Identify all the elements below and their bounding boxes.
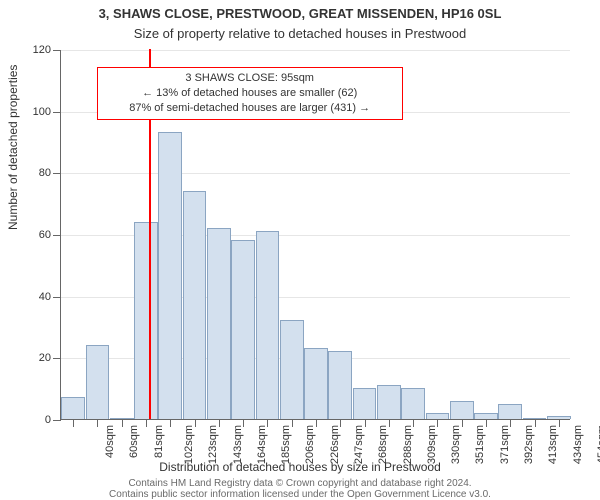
x-tick <box>535 419 536 427</box>
y-tick <box>53 358 61 359</box>
x-tick-label: 392sqm <box>523 425 535 464</box>
x-tick-label: 351sqm <box>475 425 487 464</box>
footer-line-1: Contains HM Land Registry data © Crown c… <box>0 478 600 489</box>
histogram-bar <box>86 345 110 419</box>
property-size-chart: 3, SHAWS CLOSE, PRESTWOOD, GREAT MISSEND… <box>0 0 600 500</box>
x-tick-label: 434sqm <box>572 425 584 464</box>
x-tick-label: 288sqm <box>402 425 414 464</box>
y-tick <box>53 235 61 236</box>
histogram-bar <box>158 132 182 419</box>
y-tick <box>53 112 61 113</box>
x-tick-label: 371sqm <box>499 425 511 464</box>
chart-title-sub: Size of property relative to detached ho… <box>0 26 600 41</box>
y-tick-label: 80 <box>21 167 51 179</box>
x-tick-label: 143sqm <box>232 425 244 464</box>
histogram-bar <box>353 388 377 419</box>
x-tick <box>219 419 220 427</box>
x-tick <box>97 419 98 427</box>
x-tick-label: 226sqm <box>329 425 341 464</box>
x-tick <box>316 419 317 427</box>
x-tick-label: 60sqm <box>128 425 140 458</box>
y-tick-label: 0 <box>21 414 51 426</box>
x-tick-label: 164sqm <box>256 425 268 464</box>
histogram-bar <box>61 397 85 419</box>
histogram-bar <box>328 351 352 419</box>
x-tick <box>195 419 196 427</box>
x-tick <box>170 419 171 427</box>
annotation-line-3: 87% of semi-detached houses are larger (… <box>106 101 394 116</box>
x-tick-label: 40sqm <box>104 425 116 458</box>
y-tick <box>53 297 61 298</box>
x-tick <box>559 419 560 427</box>
histogram-bar <box>377 385 401 419</box>
x-tick <box>510 419 511 427</box>
x-tick-label: 206sqm <box>305 425 317 464</box>
x-tick <box>437 419 438 427</box>
chart-footer: Contains HM Land Registry data © Crown c… <box>0 478 600 500</box>
annotation-box: 3 SHAWS CLOSE: 95sqm← 13% of detached ho… <box>97 67 403 120</box>
annotation-line-2: ← 13% of detached houses are smaller (62… <box>106 86 394 101</box>
x-tick <box>486 419 487 427</box>
x-tick <box>340 419 341 427</box>
footer-line-2: Contains public sector information licen… <box>0 489 600 500</box>
x-tick <box>413 419 414 427</box>
histogram-bar <box>183 191 207 419</box>
x-tick-label: 268sqm <box>377 425 389 464</box>
plot-area: 02040608010012040sqm60sqm81sqm102sqm123s… <box>60 50 570 420</box>
x-tick <box>389 419 390 427</box>
histogram-bar <box>304 348 328 419</box>
gridline <box>61 173 570 174</box>
y-axis-title: Number of detached properties <box>6 65 20 230</box>
histogram-bar <box>134 222 158 419</box>
histogram-bar <box>256 231 280 419</box>
x-tick-label: 247sqm <box>353 425 365 464</box>
x-tick-label: 454sqm <box>596 425 600 464</box>
y-tick <box>53 173 61 174</box>
x-tick-label: 123sqm <box>207 425 219 464</box>
x-tick-label: 309sqm <box>426 425 438 464</box>
histogram-bar <box>280 320 304 419</box>
gridline <box>61 50 570 51</box>
y-tick-label: 20 <box>21 352 51 364</box>
y-tick-label: 120 <box>21 44 51 56</box>
y-tick-label: 100 <box>21 106 51 118</box>
x-tick <box>365 419 366 427</box>
y-tick-label: 60 <box>21 229 51 241</box>
x-tick-label: 102sqm <box>183 425 195 464</box>
y-tick <box>53 50 61 51</box>
histogram-bar <box>401 388 425 419</box>
histogram-bar <box>207 228 231 419</box>
x-tick <box>146 419 147 427</box>
x-tick <box>267 419 268 427</box>
x-tick <box>122 419 123 427</box>
y-tick-label: 40 <box>21 291 51 303</box>
x-tick-label: 185sqm <box>280 425 292 464</box>
x-tick <box>243 419 244 427</box>
annotation-line-1: 3 SHAWS CLOSE: 95sqm <box>106 71 394 86</box>
x-tick <box>73 419 74 427</box>
chart-title-main: 3, SHAWS CLOSE, PRESTWOOD, GREAT MISSEND… <box>0 6 600 21</box>
x-tick-label: 413sqm <box>547 425 559 464</box>
x-tick-label: 330sqm <box>450 425 462 464</box>
histogram-bar <box>231 240 255 419</box>
histogram-bar <box>498 404 522 419</box>
x-tick <box>462 419 463 427</box>
x-axis-title: Distribution of detached houses by size … <box>0 460 600 474</box>
x-tick-label: 81sqm <box>153 425 165 458</box>
x-tick <box>292 419 293 427</box>
y-tick <box>53 420 61 421</box>
histogram-bar <box>450 401 474 420</box>
